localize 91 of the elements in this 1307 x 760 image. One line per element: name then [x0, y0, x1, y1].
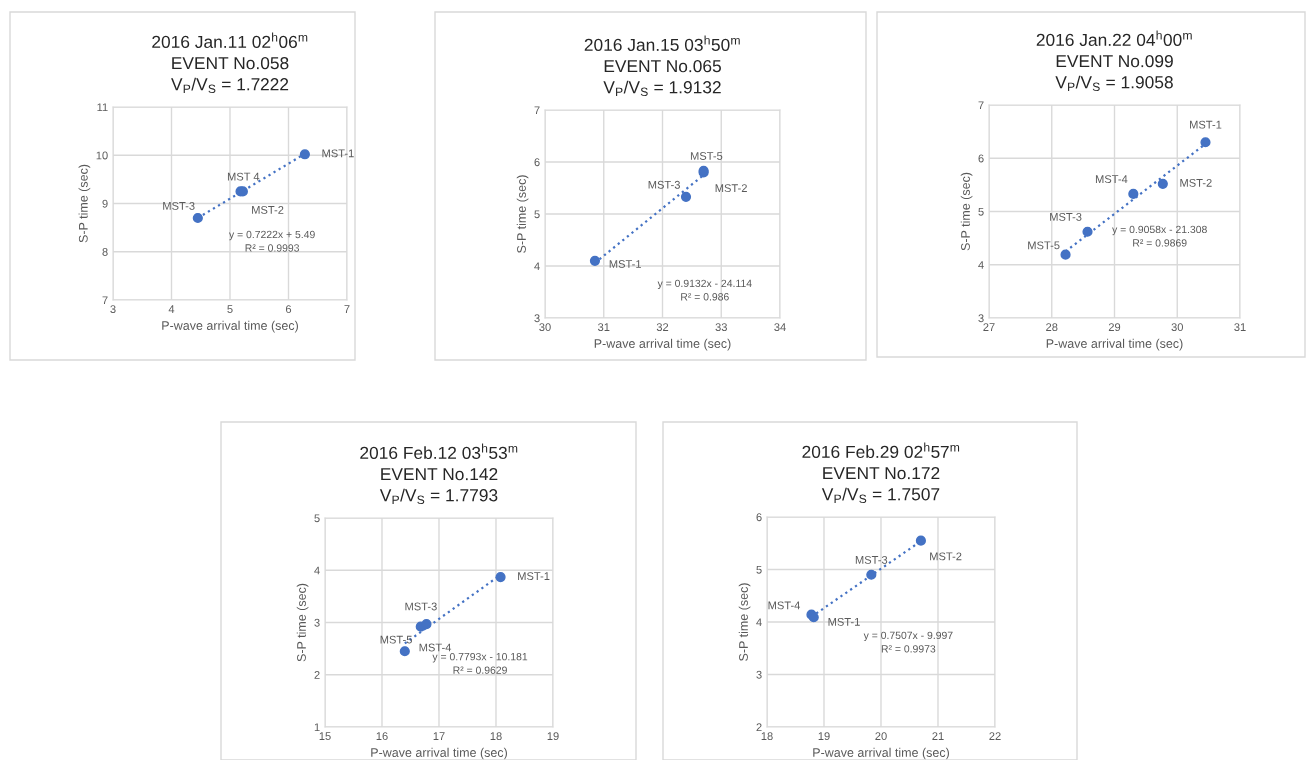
x-tick-label: 18: [490, 732, 502, 741]
x-tick-label: 18: [761, 732, 773, 741]
x-tick-label: 15: [319, 732, 331, 741]
y-tick-label: 4: [314, 566, 320, 575]
annotation: MST-3: [1050, 212, 1082, 221]
x-axis-title: P-wave arrival time (sec): [1046, 338, 1183, 351]
annotation: MST-4: [419, 643, 452, 652]
y-tick-label: 7: [102, 296, 108, 305]
annotation: MST-3: [648, 180, 680, 189]
y-axis-title: S-P time (sec): [78, 164, 91, 243]
x-tick-label: 16: [376, 732, 388, 741]
y-axis-title: S-P time (sec): [516, 175, 529, 253]
x-axis-title: P-wave arrival time (sec): [594, 338, 731, 351]
y-tick-label: 7: [534, 106, 540, 115]
annotation: MST-1: [1190, 120, 1222, 129]
chart-title: 2016 Feb.12 03$^{h}$53$^{m}$ EVENT No.142 V$_{P}$/V$_{S}$ = 1.7793: [360, 443, 518, 505]
y-tick-label: 11: [97, 103, 108, 112]
y-axis-title: S-P time (sec): [738, 583, 751, 661]
x-tick-label: 30: [539, 323, 551, 332]
chart-title: 2016 Jan.11 02$^{h}$06$^{m}$ EVENT No.058 V$_{P}$/V$_{S}$ = 1.7222: [152, 32, 308, 94]
x-tick-label: 3: [110, 305, 116, 314]
annotation: MST-5: [380, 635, 412, 644]
y-tick-label: 4: [756, 618, 762, 627]
y-axis-title: S-P time (sec): [296, 583, 309, 662]
y-tick-label: 3: [314, 618, 320, 627]
x-tick-label: 4: [168, 305, 175, 313]
y-tick-label: 2: [314, 671, 320, 679]
x-tick-label: 31: [1234, 323, 1246, 332]
annotation: y = 0.7793x - 10.181 R² = 0.9629: [432, 652, 528, 674]
annotation: MST 4: [227, 172, 260, 181]
annotation: MST-4: [1095, 175, 1128, 184]
x-tick-label: 29: [1108, 323, 1121, 332]
x-axis-title: P-wave arrival time (sec): [162, 320, 298, 333]
y-tick-label: 5: [534, 210, 540, 219]
x-tick-label: 32: [656, 323, 669, 332]
chart-title: 2016 Jan.22 04$^{h}$00$^{m}$ EVENT No.099 V$_{P}$/V$_{S}$ = 1.9058: [1036, 30, 1192, 92]
y-tick-label: 5: [756, 565, 762, 574]
x-tick-label: 5: [227, 305, 233, 314]
annotation: MST-3: [405, 602, 437, 611]
x-tick-label: 27: [983, 323, 995, 331]
x-tick-label: 20: [875, 732, 887, 741]
chart-title: 2016 Jan.15 03$^{h}$50$^{m}$ EVENT No.065 V$_{P}$/V$_{S}$ = 1.9132: [584, 35, 740, 97]
annotation: MST-1: [322, 149, 354, 158]
annotation: MST-5: [1028, 241, 1060, 250]
x-axis-title: P-wave arrival time (sec): [371, 747, 507, 760]
x-axis-title: P-wave arrival time (sec): [813, 747, 949, 760]
y-tick-label: 5: [978, 207, 984, 216]
y-tick-label: 1: [314, 723, 320, 732]
annotation: MST-2: [252, 206, 284, 214]
x-tick-label: 33: [715, 323, 727, 332]
x-tick-label: 17: [433, 732, 445, 740]
y-tick-label: 4: [534, 262, 540, 271]
annotation: y = 0.7507x - 9.997 R² = 0.9973: [863, 631, 953, 653]
y-tick-label: 8: [102, 248, 108, 256]
y-tick-label: 6: [534, 158, 540, 167]
annotation: MST-2: [715, 184, 747, 193]
x-tick-label: 34: [774, 323, 786, 332]
annotation: MST-1: [518, 572, 550, 581]
annotation: MST-2: [930, 552, 962, 561]
annotation: MST-2: [1180, 178, 1212, 187]
y-tick-label: 4: [978, 261, 984, 269]
chart-title: 2016 Feb.29 02$^{h}$57$^{m}$ EVENT No.172 V$_{P}$/V$_{S}$ = 1.7507: [802, 442, 960, 504]
annotation: MST-3: [163, 201, 195, 210]
y-tick-label: 3: [756, 670, 762, 679]
y-tick-label: 7: [978, 101, 984, 110]
x-tick-label: 7: [344, 305, 350, 313]
annotation: MST-5: [690, 152, 723, 160]
x-tick-label: 28: [1046, 323, 1058, 332]
y-tick-label: 10: [96, 151, 108, 160]
y-tick-label: 3: [534, 314, 540, 323]
annotation: y = 0.7222x + 5.49 R² = 0.9993: [229, 230, 315, 252]
y-tick-label: 9: [102, 199, 108, 208]
annotation: MST-3: [855, 555, 888, 564]
annotation: y = 0.9058x - 21.308 R² = 0.9869: [1112, 225, 1207, 247]
x-tick-label: 30: [1171, 323, 1183, 332]
annotation: y = 0.9132x - 24.114 R² = 0.986: [657, 279, 752, 301]
x-tick-label: 31: [597, 323, 610, 332]
y-tick-label: 5: [314, 514, 320, 523]
y-tick-label: 3: [978, 314, 984, 323]
annotation: MST-1: [828, 617, 860, 626]
x-tick-label: 21: [932, 732, 944, 740]
x-tick-label: 22: [989, 732, 1001, 740]
y-tick-label: 6: [756, 513, 762, 522]
y-axis-title: S-P time (sec): [960, 172, 973, 251]
x-tick-label: 6: [285, 305, 292, 314]
y-tick-label: 2: [756, 723, 762, 732]
x-tick-label: 19: [547, 732, 559, 741]
x-tick-label: 19: [818, 732, 830, 741]
y-tick-label: 6: [978, 154, 984, 163]
annotation: MST-1: [609, 260, 642, 268]
annotation: MST-4: [768, 601, 801, 610]
